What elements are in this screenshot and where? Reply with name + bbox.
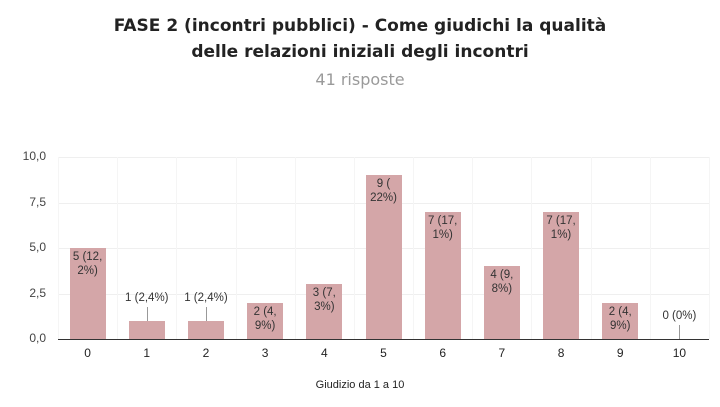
bar-8[interactable] <box>543 211 580 339</box>
vertical-gridline <box>236 157 237 339</box>
chart-title-line2: delle relazioni iniziali degli incontri <box>191 42 529 62</box>
x-tick-label: 10 <box>672 346 687 360</box>
bar-data-label: 3 (7, 3%) <box>312 287 336 314</box>
vertical-gridline <box>117 157 118 339</box>
y-tick-label: 10,0 <box>22 149 46 163</box>
bar-data-label: 9 (22%) <box>370 178 397 205</box>
plot-area: 5 (12, 2%) 1 (2,4%) 1 (2,4%) 2 (4, 9%) 3 (7, 3%… <box>58 157 710 340</box>
bar-data-label: 7 (17, 1%) <box>546 214 576 241</box>
bar-1[interactable] <box>128 320 165 339</box>
x-tick-label: 2 <box>202 346 210 360</box>
label-leader-line <box>205 306 207 321</box>
bar-data-label: 2 (4, 9%) <box>253 305 277 332</box>
vertical-gridline <box>354 157 355 339</box>
x-tick-label: 6 <box>439 346 447 360</box>
vertical-gridline <box>58 157 59 339</box>
bar-data-label: 0 (0%) <box>662 310 697 322</box>
x-tick-label: 0 <box>84 346 91 360</box>
label-leader-line <box>679 325 681 339</box>
bar-data-label: 1 (2,4%) <box>184 291 228 304</box>
y-tick-label: 5,0 <box>29 240 46 254</box>
bar-5[interactable] <box>365 175 402 339</box>
x-tick-label: 8 <box>557 346 565 360</box>
x-tick-label: 9 <box>616 346 624 360</box>
bar-data-label: 1 (2,4%) <box>125 291 169 304</box>
bar-2[interactable] <box>187 320 224 339</box>
chart-title-line1: FASE 2 (incontri pubblici) - Come giudic… <box>113 16 607 36</box>
bar-3[interactable] <box>247 302 284 339</box>
bar-data-label: 4 (9, 8%) <box>490 269 514 296</box>
bar-4[interactable] <box>306 284 343 339</box>
x-tick-label: 3 <box>261 346 269 360</box>
bar-data-label: 5 (12, 2%) <box>72 251 103 277</box>
response-count: 41 risposte <box>315 70 405 89</box>
vertical-gridline <box>413 157 414 339</box>
bar-6[interactable] <box>424 211 461 339</box>
x-tick-label: 1 <box>143 346 151 360</box>
bar-data-label: 2 (4, 9%) <box>608 305 632 332</box>
x-axis-line <box>58 339 709 340</box>
vertical-gridline <box>531 157 532 339</box>
bar-data-label: 7 (17, 1%) <box>427 214 458 241</box>
x-tick-label: 4 <box>320 346 328 360</box>
label-leader-line <box>146 306 148 321</box>
vertical-gridline <box>591 157 592 339</box>
y-tick-label: 2,5 <box>29 285 46 300</box>
gridline <box>58 157 709 158</box>
vertical-gridline <box>472 157 473 339</box>
vertical-gridline <box>295 157 296 339</box>
vertical-gridline <box>709 157 710 339</box>
vertical-gridline <box>176 157 177 339</box>
x-tick-label: 5 <box>380 346 387 360</box>
y-tick-label: 7,5 <box>29 194 46 209</box>
x-tick-label: 7 <box>498 346 506 360</box>
y-tick-label: 0,0 <box>29 331 46 345</box>
bar-9[interactable] <box>602 302 639 339</box>
bar-0[interactable] <box>69 248 106 339</box>
vertical-gridline <box>650 157 651 339</box>
x-axis-label: Giudizio da 1 a 10 <box>315 379 405 391</box>
bar-7[interactable] <box>483 266 520 339</box>
